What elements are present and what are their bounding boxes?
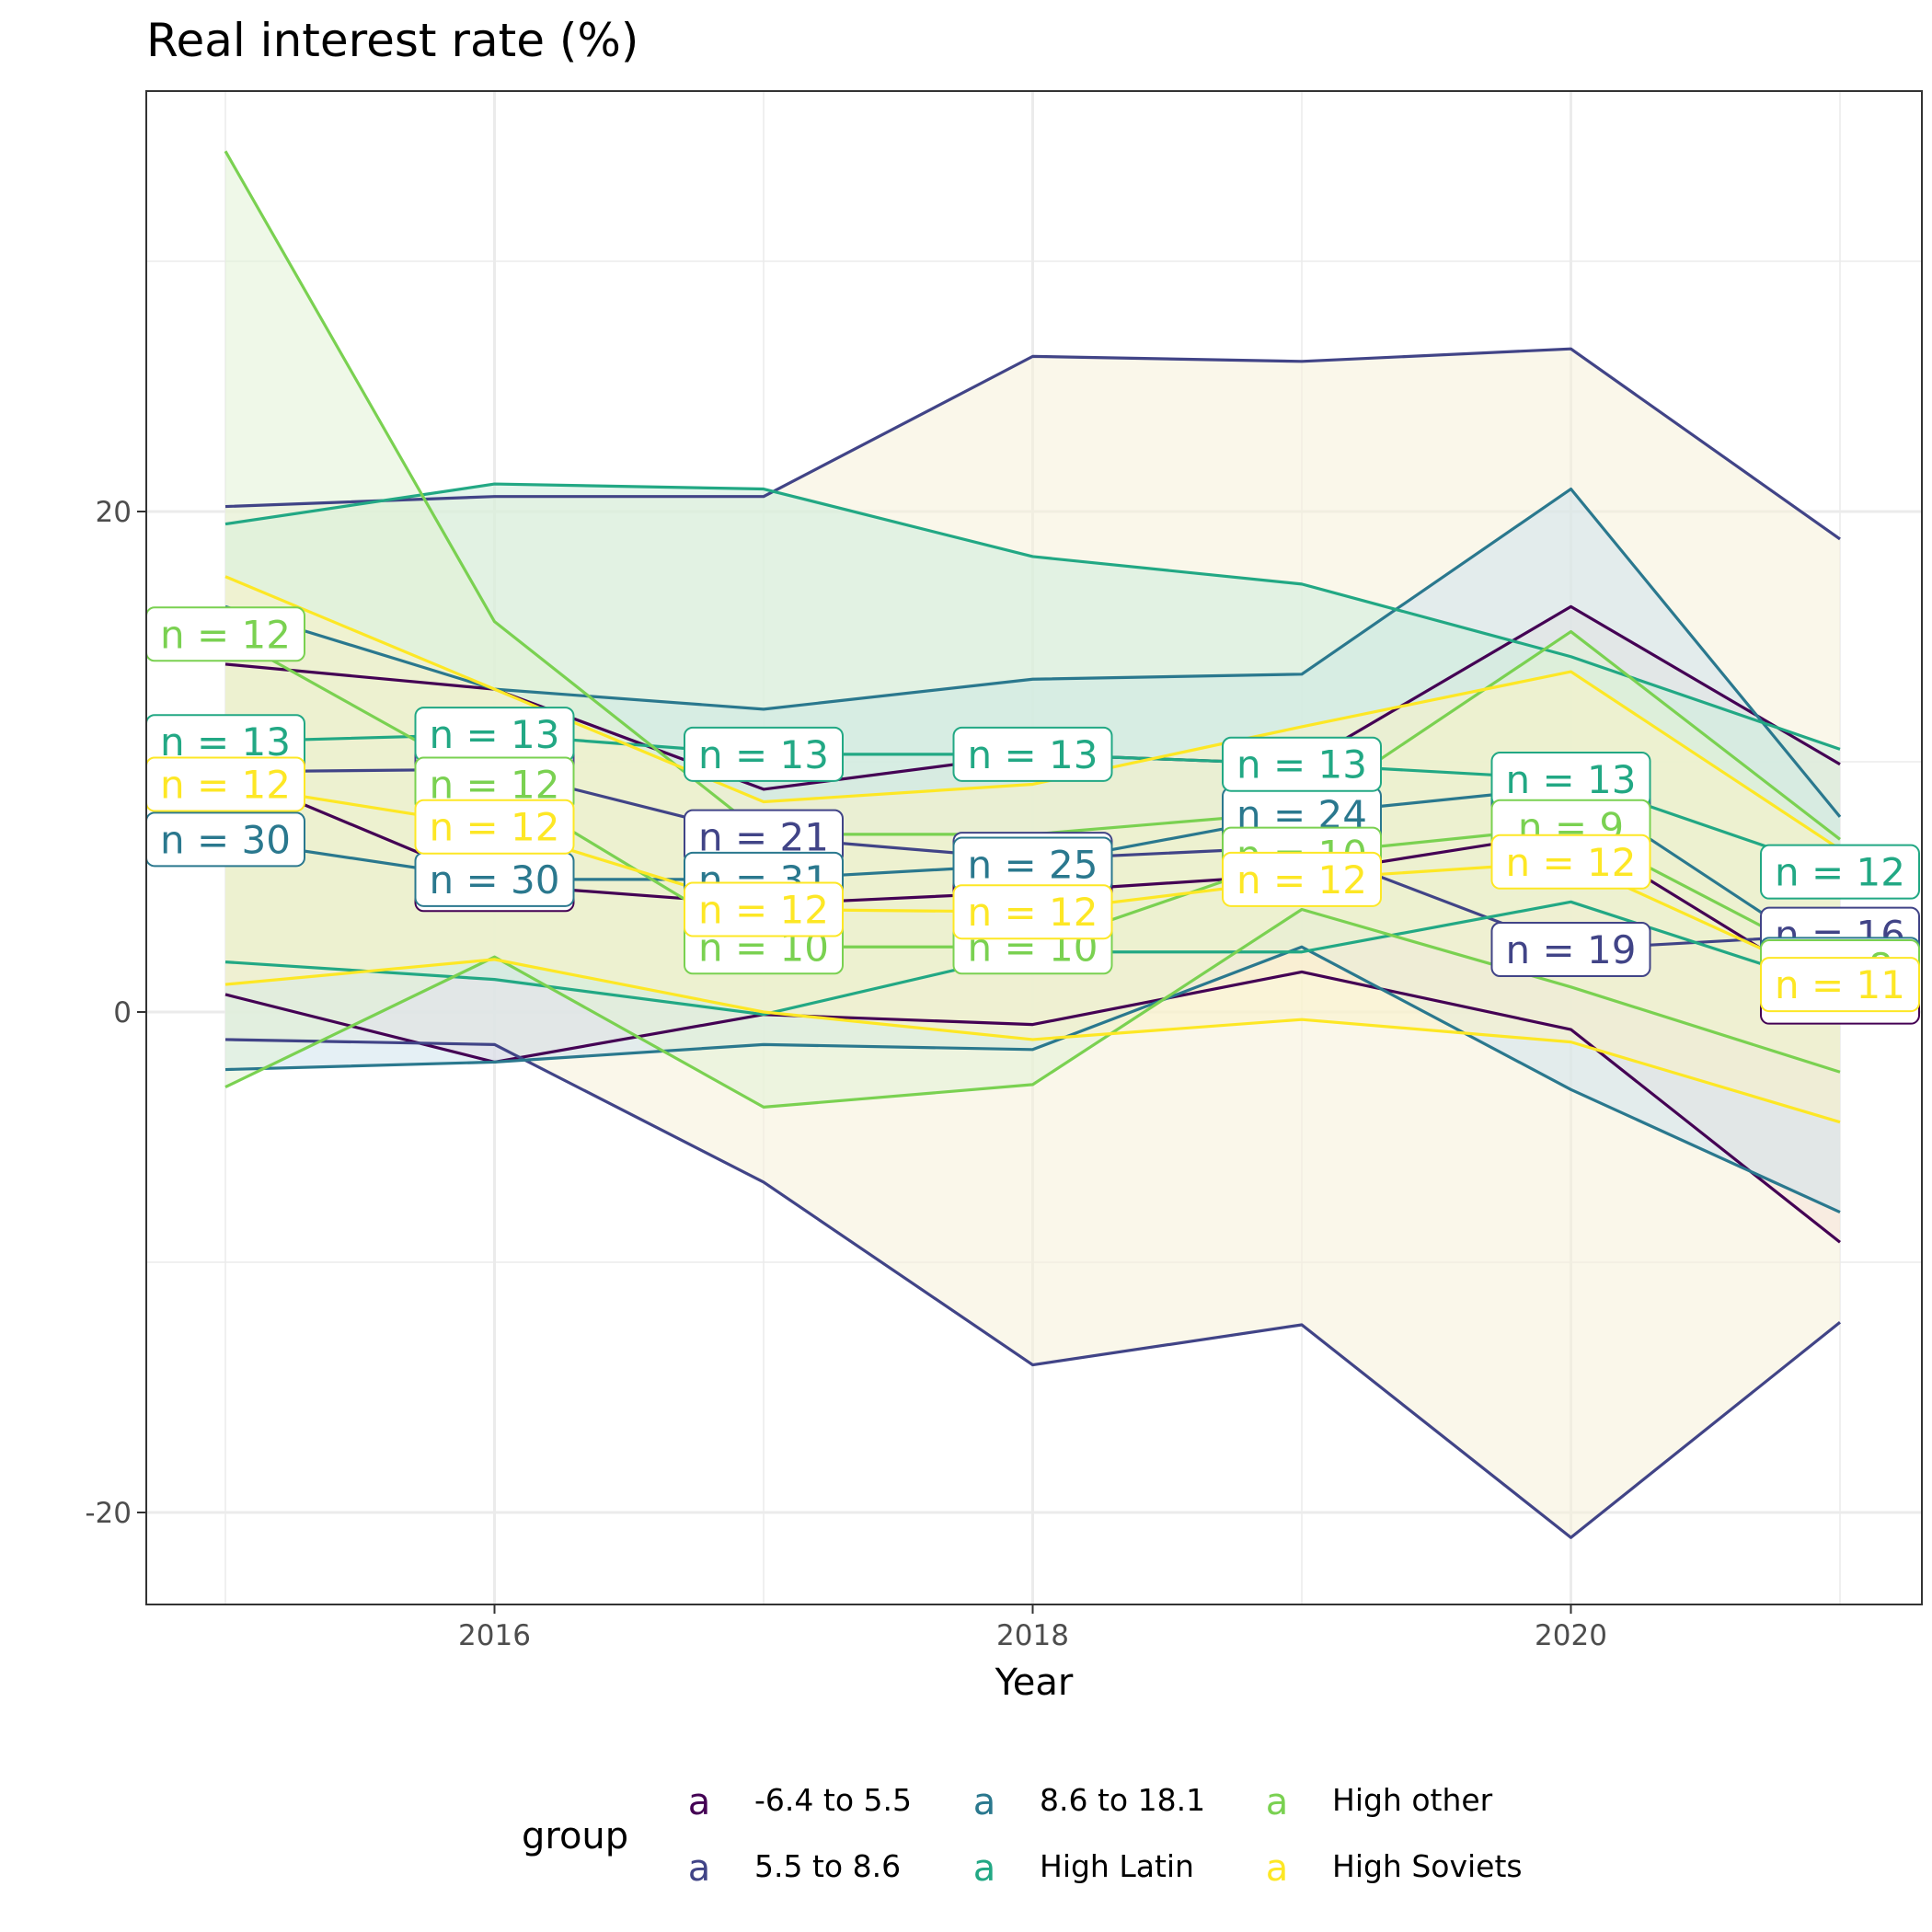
n-label: n = 13 [414,707,575,763]
n-label-box [1222,736,1382,792]
n-label-box [414,799,575,855]
n-label-text: n = 12 [160,612,291,657]
n-label-box [1490,834,1651,890]
line-upper-high-latin [224,482,1841,751]
n-label-text: n = 12 [698,887,829,932]
legend-label-5-5-to-8-6: 5.5 to 8.6 [754,1848,901,1884]
n-label: n = 12 [145,606,305,662]
n-label-text: n = 13 [968,732,1098,777]
legend-label-high-soviets: High Soviets [1332,1848,1523,1884]
n-label: n = 11 [1760,957,1920,1013]
line-lower-8-6-to-18-1 [224,945,1841,1214]
n-label-box [1760,844,1920,900]
n-label: n = 13 [684,726,844,782]
line-lower-5-5-to-8-6 [224,1038,1841,1539]
line-lower-high-soviets [224,958,1841,1124]
legend-title: group [522,1815,628,1857]
plot-border [145,90,1923,1605]
legend-key-5-5-to-8-6: a [688,1847,711,1890]
n-label: n = 12 [684,881,844,937]
n-label: n = 12 [1490,834,1651,890]
n-label-text: n = 13 [1236,742,1367,788]
legend-label-8-6-to-18-1: 8.6 to 18.1 [1040,1782,1205,1818]
n-label: n = 30 [414,851,575,907]
n-label: n = 12 [1760,844,1920,900]
y-tick-label: 0 [113,996,132,1029]
line-lower-high-other [224,907,1841,1109]
n-label: n = 13 [1222,736,1382,792]
n-label: n = 30 [145,811,305,868]
n-label-text: n = 12 [160,762,291,807]
n-label: n = 25 [952,836,1113,892]
n-label-box [1222,851,1382,907]
n-label-text: n = 13 [698,732,829,777]
n-label-box [684,881,844,937]
n-label-text: n = 30 [160,817,291,862]
x-axis-title: Year [995,1662,1074,1704]
n-label-text: n = 12 [968,890,1098,935]
axis-ticks: 2016 2018 2020 -20 0 20 [85,496,1607,1652]
n-label-box [684,726,844,782]
n-label-box [1490,922,1651,977]
n-label: n = 12 [952,884,1113,940]
chart-title: Real interest rate (%) [146,14,638,67]
legend: group a -6.4 to 5.5 a 5.5 to 8.6 a 8.6 to 18.… [522,1781,1523,1890]
n-label-text: n = 12 [1236,857,1367,903]
n-label-text: n = 12 [430,805,560,850]
n-label: n = 12 [1222,851,1382,907]
legend-key--6-4-to-5-5: a [688,1781,711,1823]
n-label: n = 12 [414,799,575,855]
line-upper-5-5-to-8-6 [224,347,1841,541]
n-label-text: n = 11 [1775,962,1905,1007]
n-label-box [952,726,1113,782]
legend-key-high-soviets: a [1266,1847,1289,1890]
n-label-text: n = 30 [430,857,560,903]
n-label-text: n = 12 [1506,840,1637,885]
x-tick-label: 2016 [458,1619,531,1652]
n-label-text: n = 12 [1775,850,1905,895]
legend-label-high-other: High other [1332,1782,1493,1818]
n-label: n = 13 [952,726,1113,782]
x-tick-label: 2018 [996,1619,1069,1652]
n-label-box [1760,957,1920,1013]
legend-label--6-4-to-5-5: -6.4 to 5.5 [754,1782,912,1818]
n-label-text: n = 13 [1506,757,1637,802]
n-label-text: n = 25 [968,843,1098,888]
n-label: n = 13 [1490,752,1651,808]
n-label: n = 19 [1490,922,1651,977]
y-tick-label: -20 [85,1497,132,1530]
line-upper-high-soviets [224,575,1841,851]
y-tick-label: 20 [96,496,132,529]
n-label-text: n = 19 [1506,927,1637,972]
x-tick-label: 2020 [1535,1619,1607,1652]
legend-key-8-6-to-18-1: a [973,1781,996,1823]
n-labels: n = 12n = 12n = 12n = 12n = 12n = 12n = … [145,606,1920,1025]
n-label-box [952,884,1113,940]
legend-label-high-latin: High Latin [1040,1848,1194,1884]
legend-key-high-latin: a [973,1847,996,1890]
n-label-text: n = 13 [430,712,560,757]
n-label: n = 12 [145,756,305,812]
legend-key-high-other: a [1266,1781,1289,1823]
